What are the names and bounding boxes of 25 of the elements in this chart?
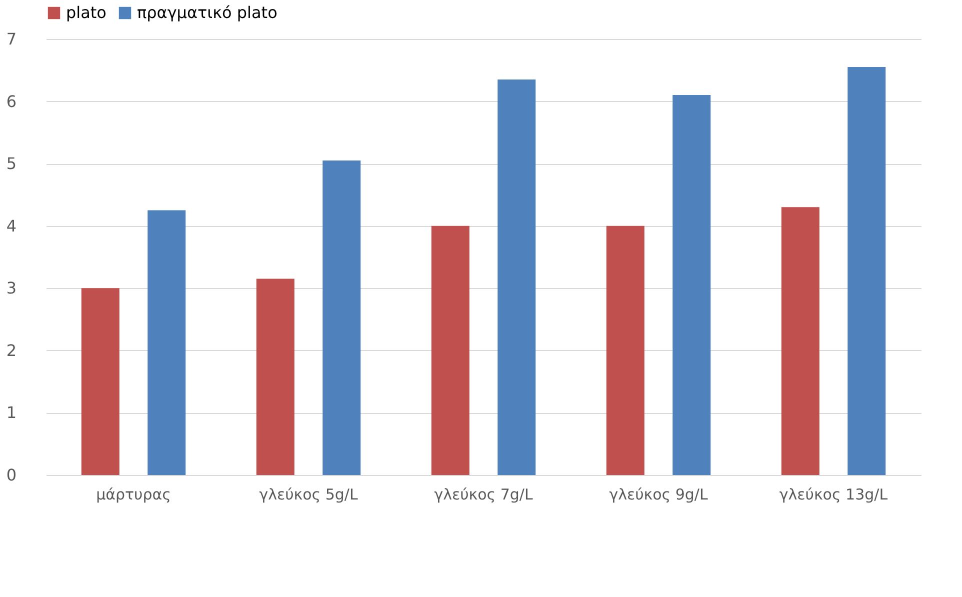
legend-label: πραγματικό plato [137,3,278,22]
bar [498,79,536,475]
y-tick-label: 7 [6,30,16,48]
y-tick-label: 3 [6,278,16,298]
bar [256,278,294,475]
y-tick-label: 5 [6,154,16,174]
x-tick-label: γλεύκος 9g/L [609,486,708,504]
bar [781,207,820,475]
bar [148,210,186,475]
bar [606,226,644,475]
bar [322,160,361,475]
x-tick-label: γλεύκος 5g/L [259,486,358,504]
bar [848,67,886,475]
bar [672,95,711,475]
x-tick-label: γλεύκος 7g/L [434,486,534,504]
bar [81,288,120,475]
y-tick-label: 2 [6,340,16,360]
y-tick-label: 4 [6,216,16,236]
y-tick-label: 1 [6,403,16,422]
y-tick-label: 6 [6,92,16,111]
x-tick-label: γλεύκος 13g/L [779,486,888,504]
legend-label: plato [66,3,106,22]
y-tick-label: 0 [6,466,16,484]
x-tick-label: μάρτυρας [96,486,171,504]
bar [431,226,470,475]
